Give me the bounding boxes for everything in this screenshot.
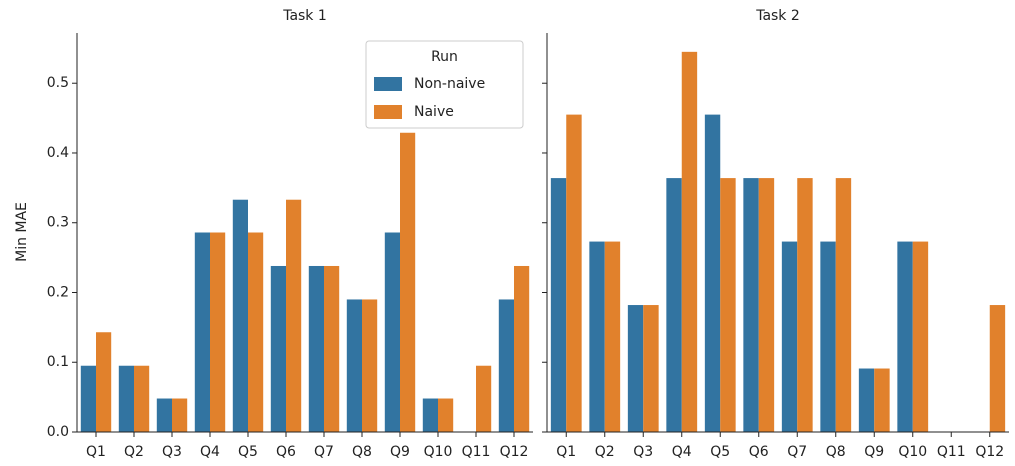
bar [797,178,813,432]
x-tick-label: Q6 [749,444,769,460]
bar [476,365,492,432]
bar [681,51,698,432]
y-tick-label: 0.2 [47,284,69,300]
x-tick-label: Q12 [975,444,1004,460]
x-tick-label: Q5 [238,444,258,460]
legend-label: Non-naive [414,76,485,92]
x-tick-label: Q10 [424,444,453,460]
bar [384,232,400,432]
bar [308,265,324,432]
bar [156,398,172,432]
y-axis-label: Min MAE [14,202,30,262]
bar [400,132,416,432]
bar [897,241,913,432]
y-tick-label: 0.3 [47,215,69,231]
bar [989,305,1006,432]
bar [346,299,362,432]
x-tick-label: Q1 [86,444,106,460]
y-tick-label: 0.0 [47,424,69,440]
bar [232,199,248,432]
bar [194,232,210,432]
bar [324,265,340,432]
x-tick-label: Q11 [937,444,966,460]
y-tick-label: 0.1 [47,354,69,370]
bar [743,178,759,432]
bar [210,232,226,432]
x-tick-label: Q3 [162,444,182,460]
x-tick-label: Q12 [500,444,529,460]
bar [604,241,621,432]
bar [270,265,286,432]
x-tick-label: Q5 [710,444,730,460]
x-tick-label: Q10 [898,444,927,460]
bar [362,299,378,432]
x-tick-label: Q4 [200,444,220,460]
x-tick-label: Q11 [462,444,491,460]
x-tick-label: Q7 [314,444,334,460]
bar [643,305,659,432]
bar [720,178,736,432]
bar [781,241,798,432]
bar [422,398,438,432]
bar [874,368,890,432]
panel-title: Task 1 [282,8,327,24]
bar [438,398,454,432]
x-tick-label: Q9 [390,444,410,460]
bar [589,241,605,432]
bar [627,305,644,432]
x-tick-label: Q4 [672,444,692,460]
x-tick-label: Q8 [826,444,846,460]
x-tick-label: Q8 [352,444,372,460]
y-tick-label: 0.4 [47,145,69,161]
bar [835,178,852,432]
legend-swatch [374,77,402,91]
bar [118,365,134,432]
bar [248,232,264,432]
bar [666,178,682,432]
bar [912,241,929,432]
bar [758,178,775,432]
bar [96,332,112,432]
bar [704,114,721,432]
x-tick-label: Q6 [276,444,296,460]
bar [498,299,514,432]
panel-title: Task 2 [755,8,800,24]
legend-swatch [374,105,402,119]
bar [820,241,836,432]
x-tick-label: Q9 [864,444,884,460]
x-tick-label: Q3 [633,444,653,460]
x-tick-label: Q1 [556,444,576,460]
bar [286,199,302,432]
bar [858,368,875,432]
bar [550,178,567,432]
x-tick-label: Q7 [787,444,807,460]
bar [172,398,188,432]
legend-label: Naive [414,104,454,120]
bar [514,265,530,432]
bar [566,114,582,432]
bar [80,365,96,432]
x-tick-label: Q2 [124,444,144,460]
y-tick-label: 0.5 [47,75,69,91]
legend-title: Run [431,49,458,65]
legend-box [365,40,524,129]
x-tick-label: Q2 [595,444,615,460]
bar [134,365,150,432]
